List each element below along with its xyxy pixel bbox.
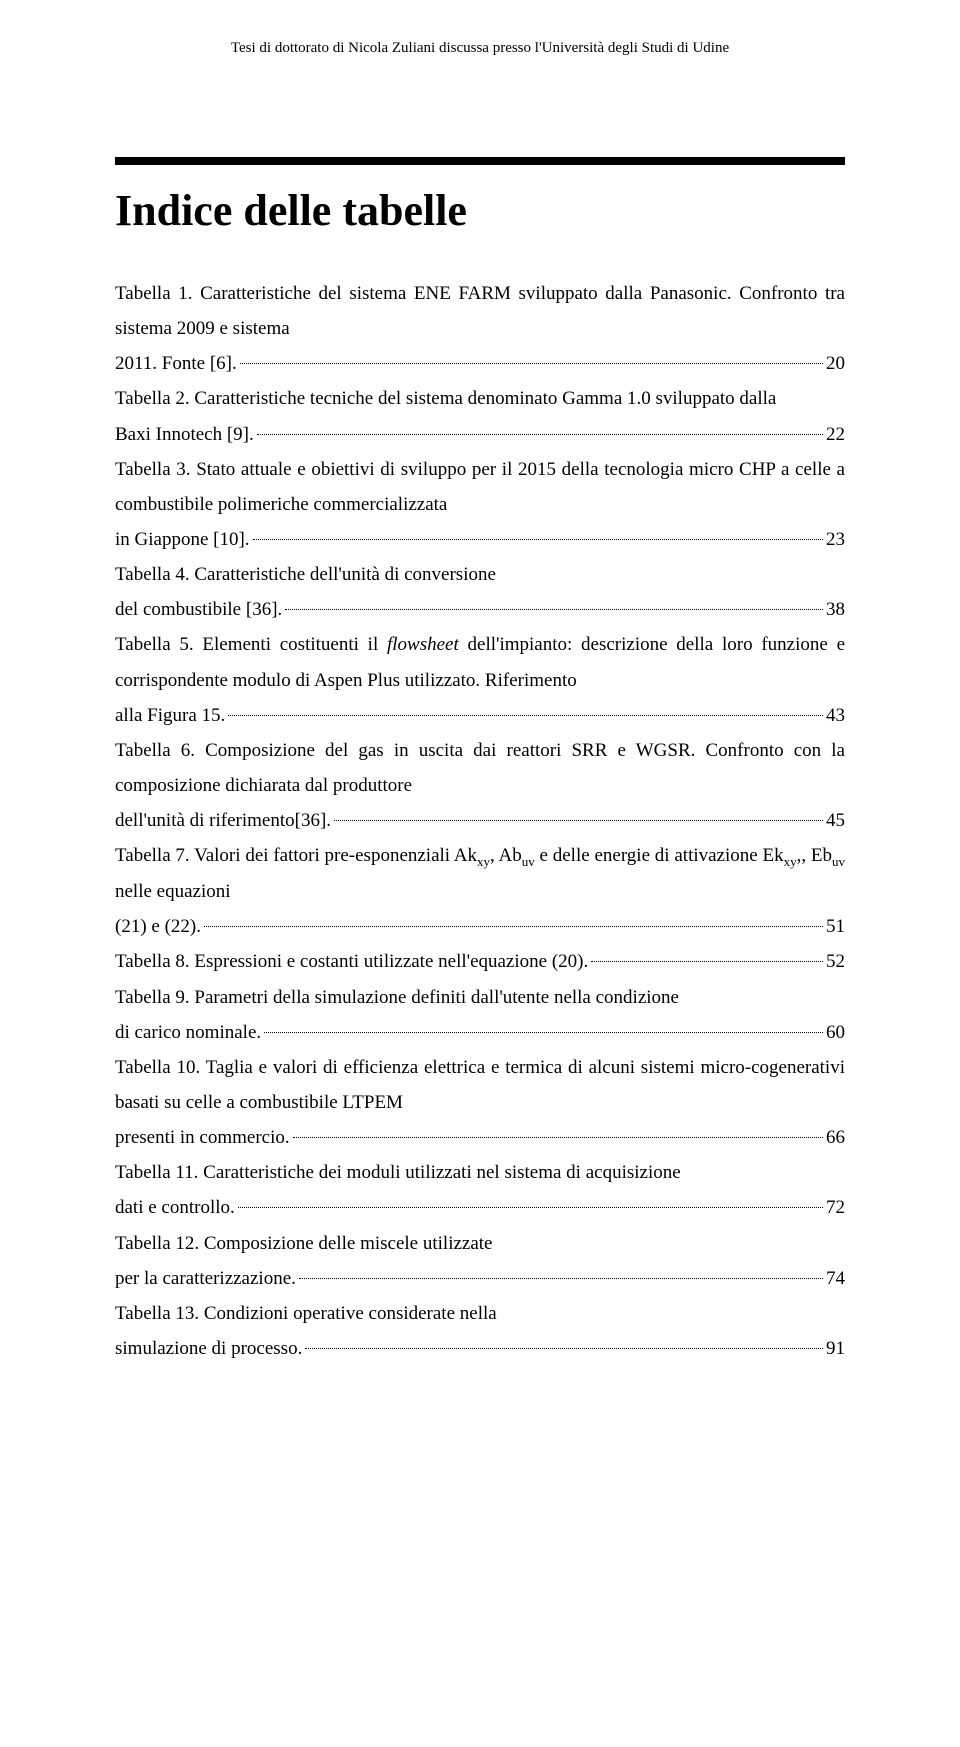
dot-leader bbox=[228, 715, 823, 716]
dot-leader bbox=[257, 434, 823, 435]
toc-entry-text: Tabella 13. Condizioni operative conside… bbox=[115, 1296, 845, 1331]
table-of-contents: Tabella 1. Caratteristiche del sistema E… bbox=[115, 276, 845, 1366]
toc-entry-tail: simulazione di processo. bbox=[115, 1331, 302, 1366]
toc-entry: Tabella 8. Espressioni e costanti utiliz… bbox=[115, 944, 845, 979]
toc-entry-text: Tabella 9. Parametri della simulazione d… bbox=[115, 980, 845, 1015]
toc-entry-tail: dati e controllo. bbox=[115, 1190, 235, 1225]
dot-leader bbox=[264, 1032, 823, 1033]
toc-entry-text: Tabella 11. Caratteristiche dei moduli u… bbox=[115, 1155, 845, 1190]
dot-leader bbox=[334, 820, 823, 821]
toc-entry-tail: di carico nominale. bbox=[115, 1015, 261, 1050]
heavy-rule bbox=[115, 157, 845, 165]
toc-page-number: 38 bbox=[826, 592, 845, 627]
toc-entry: Tabella 9. Parametri della simulazione d… bbox=[115, 980, 845, 1050]
toc-entry: Tabella 12. Composizione delle miscele u… bbox=[115, 1226, 845, 1296]
dot-leader bbox=[238, 1207, 823, 1208]
page-title: Indice delle tabelle bbox=[115, 185, 845, 236]
toc-entry-text: Tabella 1. Caratteristiche del sistema E… bbox=[115, 276, 845, 346]
dot-leader bbox=[299, 1278, 823, 1279]
toc-page-number: 74 bbox=[826, 1261, 845, 1296]
toc-entry-text: Tabella 6. Composizione del gas in uscit… bbox=[115, 733, 845, 803]
toc-page-number: 45 bbox=[826, 803, 845, 838]
toc-entry: Tabella 6. Composizione del gas in uscit… bbox=[115, 733, 845, 838]
toc-entry-text: Tabella 2. Caratteristiche tecniche del … bbox=[115, 381, 845, 416]
toc-entry: Tabella 4. Caratteristiche dell'unità di… bbox=[115, 557, 845, 627]
toc-entry-tail: per la caratterizzazione. bbox=[115, 1261, 296, 1296]
toc-page-number: 51 bbox=[826, 909, 845, 944]
dot-leader bbox=[253, 539, 823, 540]
toc-page-number: 20 bbox=[826, 346, 845, 381]
dot-leader bbox=[240, 363, 823, 364]
toc-entry-tail: dell'unità di riferimento[36]. bbox=[115, 803, 331, 838]
toc-page-number: 66 bbox=[826, 1120, 845, 1155]
toc-entry: Tabella 5. Elementi costituenti il flows… bbox=[115, 627, 845, 732]
toc-page-number: 52 bbox=[826, 944, 845, 979]
toc-entry-text: Tabella 12. Composizione delle miscele u… bbox=[115, 1226, 845, 1261]
dot-leader bbox=[285, 609, 823, 610]
thesis-header-note: Tesi di dottorato di Nicola Zuliani disc… bbox=[115, 40, 845, 57]
toc-entry-tail: 2011. Fonte [6]. bbox=[115, 346, 237, 381]
toc-page-number: 22 bbox=[826, 417, 845, 452]
toc-entry-text: Tabella 10. Taglia e valori di efficienz… bbox=[115, 1050, 845, 1120]
toc-page-number: 60 bbox=[826, 1015, 845, 1050]
toc-entry: Tabella 7. Valori dei fattori pre-espone… bbox=[115, 838, 845, 944]
toc-page-number: 72 bbox=[826, 1190, 845, 1225]
toc-entry: Tabella 1. Caratteristiche del sistema E… bbox=[115, 276, 845, 381]
toc-entry: Tabella 11. Caratteristiche dei moduli u… bbox=[115, 1155, 845, 1225]
toc-entry-text: Tabella 7. Valori dei fattori pre-espone… bbox=[115, 838, 845, 909]
toc-entry-tail: Tabella 8. Espressioni e costanti utiliz… bbox=[115, 944, 588, 979]
toc-entry-tail: (21) e (22). bbox=[115, 909, 201, 944]
toc-entry: Tabella 2. Caratteristiche tecniche del … bbox=[115, 381, 845, 451]
toc-entry-tail: del combustibile [36]. bbox=[115, 592, 282, 627]
dot-leader bbox=[305, 1348, 823, 1349]
toc-entry-tail: presenti in commercio. bbox=[115, 1120, 290, 1155]
dot-leader bbox=[204, 926, 823, 927]
toc-page-number: 43 bbox=[826, 698, 845, 733]
dot-leader bbox=[591, 961, 823, 962]
toc-entry: Tabella 13. Condizioni operative conside… bbox=[115, 1296, 845, 1366]
toc-entry-tail: Baxi Innotech [9]. bbox=[115, 417, 254, 452]
toc-entry-text: Tabella 3. Stato attuale e obiettivi di … bbox=[115, 452, 845, 522]
toc-entry-tail: in Giappone [10]. bbox=[115, 522, 250, 557]
toc-entry: Tabella 3. Stato attuale e obiettivi di … bbox=[115, 452, 845, 557]
toc-entry: Tabella 10. Taglia e valori di efficienz… bbox=[115, 1050, 845, 1155]
toc-entry-text: Tabella 5. Elementi costituenti il flows… bbox=[115, 627, 845, 697]
toc-page-number: 91 bbox=[826, 1331, 845, 1366]
dot-leader bbox=[293, 1137, 823, 1138]
toc-entry-text: Tabella 4. Caratteristiche dell'unità di… bbox=[115, 557, 845, 592]
toc-entry-tail: alla Figura 15. bbox=[115, 698, 225, 733]
toc-page-number: 23 bbox=[826, 522, 845, 557]
